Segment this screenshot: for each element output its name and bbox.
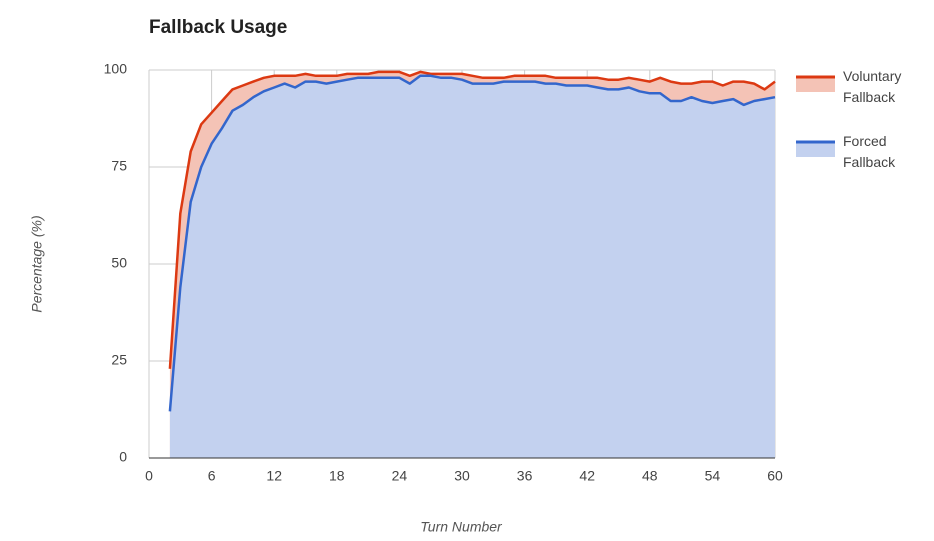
legend-label: Voluntary Fallback bbox=[843, 68, 902, 105]
x-tick-label: 36 bbox=[517, 468, 533, 484]
y-tick-label: 100 bbox=[104, 61, 128, 77]
legend-swatch-fill bbox=[796, 142, 835, 157]
x-tick-label: 30 bbox=[454, 468, 470, 484]
y-tick-label: 75 bbox=[111, 158, 127, 174]
chart-title: Fallback Usage bbox=[149, 17, 287, 38]
area bbox=[169, 75, 775, 459]
y-tick-label: 50 bbox=[111, 255, 127, 271]
x-tick-label: 0 bbox=[145, 468, 153, 484]
x-tick-label: 24 bbox=[392, 468, 408, 484]
x-axis-label: Turn Number bbox=[420, 519, 503, 535]
x-tick-label: 42 bbox=[579, 468, 595, 484]
line bbox=[168, 74, 776, 412]
line bbox=[168, 70, 776, 369]
x-tick-label: 12 bbox=[266, 468, 282, 484]
legend-label: Forced Fallback bbox=[843, 133, 896, 170]
x-tick-label: 54 bbox=[705, 468, 721, 484]
x-tick-label: 48 bbox=[642, 468, 658, 484]
x-tick-label: 60 bbox=[767, 468, 783, 484]
y-tick-label: 0 bbox=[119, 449, 127, 465]
legend-swatch-fill bbox=[796, 77, 835, 92]
y-tick-label: 25 bbox=[111, 352, 127, 368]
x-tick-label: 6 bbox=[208, 468, 216, 484]
x-tick-label: 18 bbox=[329, 468, 345, 484]
y-axis-label: Percentage (%) bbox=[29, 215, 45, 312]
